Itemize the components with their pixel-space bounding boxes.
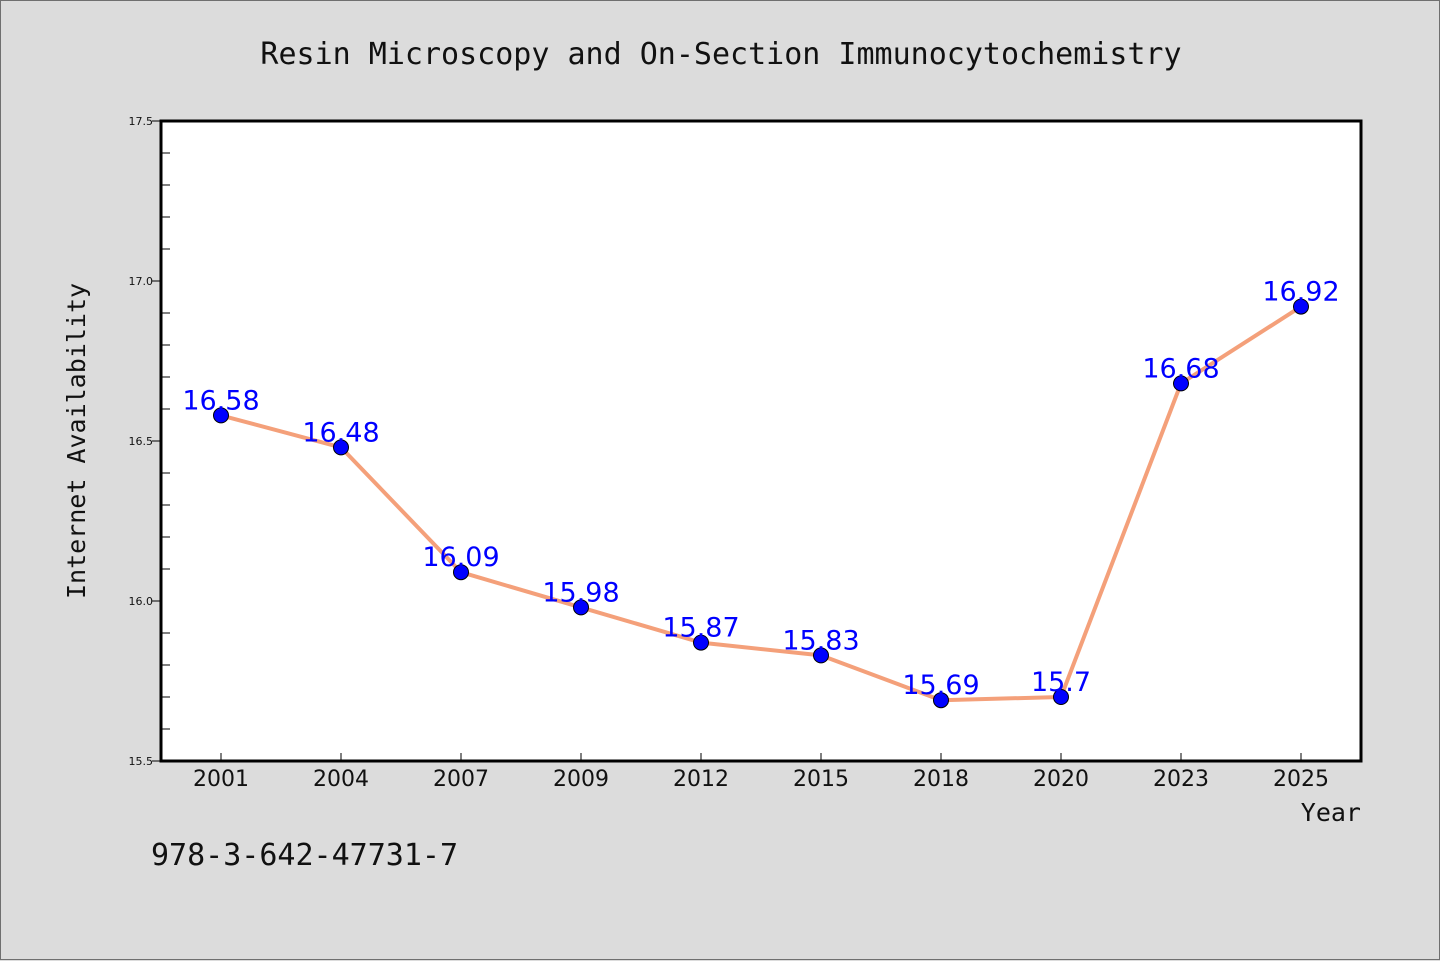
data-label: 16.48 xyxy=(302,417,379,448)
x-tick-label: 2004 xyxy=(313,767,369,792)
x-tick-label: 2012 xyxy=(673,767,729,792)
data-point xyxy=(813,647,829,664)
data-label: 16.68 xyxy=(1142,353,1219,384)
data-point xyxy=(453,564,469,581)
data-point xyxy=(333,439,349,456)
data-label: 15.7 xyxy=(1031,667,1091,698)
data-point xyxy=(573,599,589,616)
y-tick-label: 15.5 xyxy=(129,755,154,768)
footnote-isbn: 978-3-642-47731-7 xyxy=(151,838,458,873)
y-tick-label: 17.5 xyxy=(129,115,154,128)
x-tick-label: 2020 xyxy=(1033,767,1089,792)
x-tick-label: 2007 xyxy=(433,767,489,792)
data-point xyxy=(933,692,949,709)
x-axis-title: Year xyxy=(1301,798,1361,827)
data-label: 15.69 xyxy=(902,670,979,701)
x-tick-label: 2009 xyxy=(553,767,609,792)
x-tick-label: 2001 xyxy=(193,767,249,792)
plot-border xyxy=(159,119,1363,763)
data-label: 16.09 xyxy=(422,542,499,573)
data-label: 15.83 xyxy=(782,625,859,656)
data-point xyxy=(1173,375,1189,392)
chart-title: Resin Microscopy and On-Section Immunocy… xyxy=(260,37,1181,72)
x-tick-label: 2015 xyxy=(793,767,849,792)
x-axis-ticks: 2001 2004 2007 2009 2012 2015 2018 2020 2023 2025 xyxy=(193,753,1329,792)
data-point xyxy=(1293,298,1309,315)
y-tick-label: 16.5 xyxy=(129,435,154,448)
y-tick-label: 16.0 xyxy=(129,595,154,608)
data-point xyxy=(693,634,709,651)
data-point xyxy=(213,407,229,424)
x-tick-label: 2025 xyxy=(1273,767,1329,792)
series-line xyxy=(219,304,1303,703)
data-point xyxy=(1053,689,1069,705)
data-label: 16.92 xyxy=(1262,277,1339,308)
data-label: 16.58 xyxy=(182,385,259,416)
y-axis-ticks: 15.5 16.0 16.5 17.0 17.5 xyxy=(129,115,170,768)
x-tick-label: 2018 xyxy=(913,767,969,792)
y-tick-label: 17.0 xyxy=(129,275,154,288)
x-tick-label: 2023 xyxy=(1153,767,1209,792)
y-axis-title: Internet Availability xyxy=(62,283,91,599)
data-label: 15.98 xyxy=(542,577,619,608)
data-label: 15.87 xyxy=(662,613,739,644)
series-layer: 16.58 16.48 16.09 15.98 15.87 15.83 15.69 15.7 1… xyxy=(182,277,1340,709)
